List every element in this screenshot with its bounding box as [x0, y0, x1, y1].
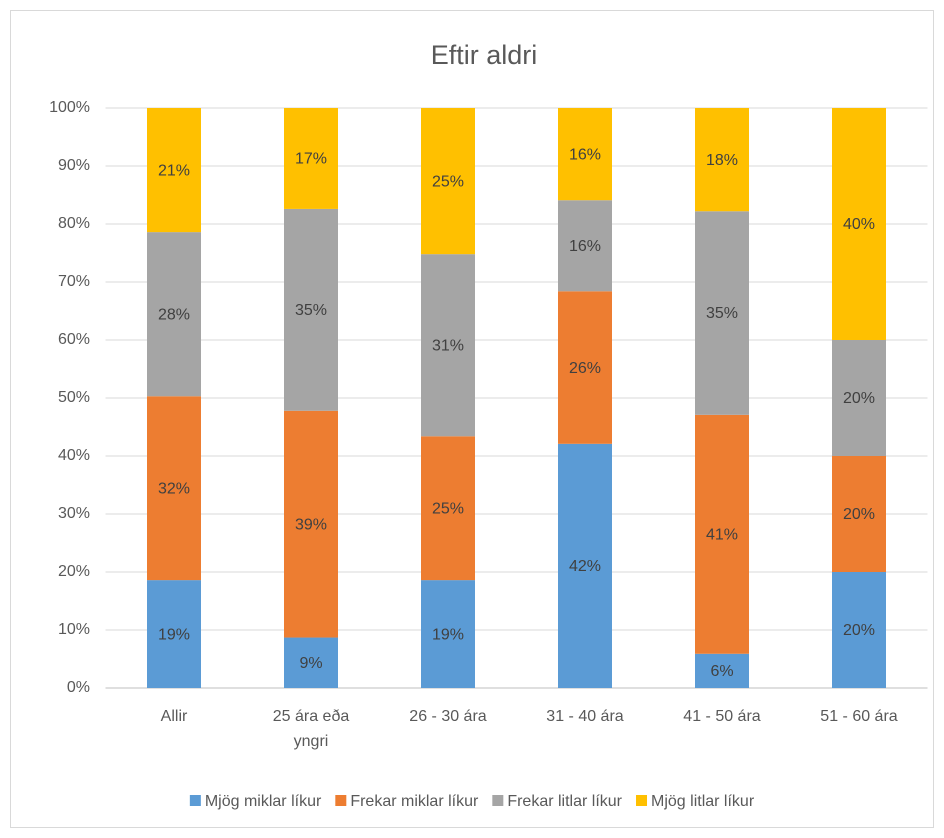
bar-segment	[558, 291, 612, 444]
x-tick-label: 51 - 60 ára	[820, 708, 897, 725]
chart-title: Eftir aldri	[431, 40, 538, 70]
bar-segment	[695, 211, 749, 415]
bar-segment	[695, 108, 749, 212]
y-tick-label: 10%	[58, 621, 90, 638]
bar-segment	[147, 580, 201, 688]
data-label: 20%	[843, 506, 875, 523]
y-tick-label: 0%	[67, 679, 90, 696]
bar-segment	[558, 443, 612, 688]
y-tick-label: 80%	[58, 215, 90, 232]
legend-swatch	[189, 795, 201, 806]
bar-segment	[284, 108, 338, 209]
bar-segment	[832, 456, 886, 572]
x-tick-label: Allir	[161, 708, 188, 725]
y-tick-label: 60%	[58, 331, 90, 348]
data-label: 42%	[569, 558, 601, 575]
y-tick-label: 100%	[49, 99, 90, 116]
data-label: 16%	[569, 146, 601, 163]
y-tick-label: 20%	[58, 563, 90, 580]
data-label: 25%	[432, 500, 464, 517]
data-label: 41%	[706, 527, 738, 544]
data-label: 28%	[158, 306, 190, 323]
data-label: 6%	[710, 663, 733, 680]
bar-segment	[421, 254, 475, 437]
data-label: 40%	[843, 216, 875, 233]
data-label: 39%	[295, 516, 327, 533]
data-label: 18%	[706, 152, 738, 169]
y-tick-label: 70%	[58, 273, 90, 290]
y-tick-label: 40%	[58, 447, 90, 464]
data-label: 35%	[706, 305, 738, 322]
x-tick-label: 41 - 50 ára	[683, 708, 760, 725]
data-label: 16%	[569, 238, 601, 255]
x-tick-label: 26 - 30 ára	[409, 708, 486, 725]
bar-segment	[832, 572, 886, 688]
y-tick-label: 30%	[58, 505, 90, 522]
legend-swatch	[335, 795, 347, 806]
data-label: 19%	[432, 626, 464, 643]
bar-segment	[421, 580, 475, 688]
legend-label: Frekar litlar líkur	[507, 793, 622, 810]
data-label: 35%	[295, 302, 327, 319]
legend-label: Mjög litlar líkur	[651, 793, 755, 810]
legend-label: Mjög miklar líkur	[205, 793, 322, 810]
bar-segment	[695, 653, 749, 688]
bar-segment	[147, 108, 201, 233]
data-label: 32%	[158, 480, 190, 497]
legend-label: Frekar miklar líkur	[350, 793, 479, 810]
data-label: 21%	[158, 162, 190, 179]
data-label: 31%	[432, 337, 464, 354]
bar-segment	[284, 410, 338, 638]
x-tick-label: 25 ára eða yngri	[273, 708, 350, 750]
bar-segment	[421, 436, 475, 581]
bar-segment	[284, 208, 338, 411]
y-tick-label: 50%	[58, 389, 90, 406]
bar-segment	[832, 340, 886, 456]
bar-segment	[147, 396, 201, 581]
data-label: 20%	[843, 390, 875, 407]
bar-segment	[558, 108, 612, 201]
y-tick-label: 90%	[58, 157, 90, 174]
bar-segment	[695, 414, 749, 654]
bar-segment	[421, 108, 475, 255]
data-label: 17%	[295, 151, 327, 168]
bar-segment	[832, 108, 886, 340]
data-label: 26%	[569, 360, 601, 377]
data-label: 9%	[299, 655, 322, 672]
legend-swatch	[492, 795, 504, 806]
data-label: 19%	[158, 626, 190, 643]
legend-swatch	[636, 795, 648, 806]
bar-segment	[558, 200, 612, 292]
data-label: 25%	[432, 173, 464, 190]
bar-segment	[147, 232, 201, 397]
data-label: 20%	[843, 622, 875, 639]
x-tick-label: 31 - 40 ára	[546, 708, 623, 725]
bar-segment	[284, 637, 338, 688]
